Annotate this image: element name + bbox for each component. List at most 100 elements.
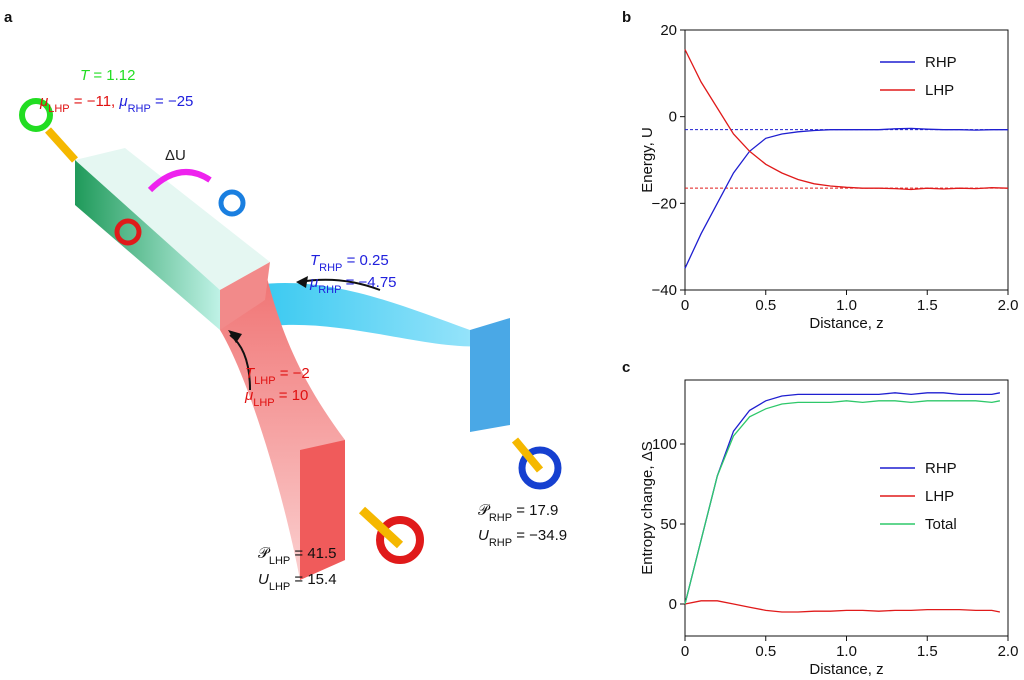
rhp-branch: [245, 283, 495, 347]
annotation-part: = 41.5: [290, 545, 336, 562]
annotation-part: 𝒫: [258, 545, 271, 562]
annotation: μLHP = −11, μRHP = −25: [39, 93, 193, 115]
legend-label: RHP: [925, 54, 957, 71]
annotation-part: U: [478, 527, 489, 544]
panel-label: a: [4, 9, 13, 26]
annotation-part: = −34.9: [512, 527, 567, 544]
annotation: 𝒫LHP = 41.5: [258, 545, 337, 567]
illustration: [19, 98, 562, 580]
series-line: [684, 49, 1009, 191]
annotation-part: LHP: [48, 103, 69, 115]
annotation-part: = 17.9: [512, 502, 558, 519]
x-axis-label: Distance, z: [809, 315, 883, 332]
x-tick-label: 0: [681, 297, 689, 314]
x-tick-label: 0.5: [755, 297, 776, 314]
annotation-part: μ: [244, 387, 253, 404]
annotation: 𝒫RHP = 17.9: [478, 502, 558, 524]
annotation-part: ΔU: [165, 147, 186, 164]
annotation-part: LHP: [269, 555, 290, 567]
annotation: μRHP = −4.75: [309, 274, 397, 296]
y-axis-label: Entropy change, ΔS: [639, 441, 656, 574]
annotation-part: RHP: [489, 537, 512, 549]
annotation-part: RHP: [489, 512, 512, 524]
annotation-part: = −25: [151, 93, 194, 110]
spin-arrow: [358, 506, 404, 549]
x-tick-label: 1.5: [917, 643, 938, 660]
annotation: URHP = −34.9: [478, 527, 567, 549]
annotation-part: RHP: [128, 103, 151, 115]
legend-label: LHP: [925, 82, 954, 99]
panel-label: c: [622, 359, 630, 376]
annotation-part: = 10: [275, 387, 309, 404]
y-tick-label: 0: [669, 109, 677, 126]
x-tick-label: 0: [681, 643, 689, 660]
annotation-part: U: [258, 571, 269, 588]
plot-frame: [684, 379, 1009, 637]
x-tick-label: 1.0: [836, 297, 857, 314]
y-tick-label: 0: [669, 596, 677, 613]
annotation-part: = 0.25: [342, 252, 388, 269]
series-line: [684, 127, 1008, 269]
series-line: [684, 400, 1001, 605]
annotation: TLHP = −2: [245, 365, 310, 387]
legend-label: RHP: [925, 460, 957, 477]
annotation-part: = −2: [276, 365, 310, 382]
annotation-part: μ: [309, 274, 318, 291]
annotation-part: LHP: [254, 375, 275, 387]
annotation: ULHP = 15.4: [258, 571, 337, 593]
annotation-part: μ: [39, 93, 48, 110]
annotation-part: T: [310, 252, 321, 269]
lhp-end: [300, 440, 345, 580]
rotation-icon: [218, 189, 246, 217]
annotation-part: LHP: [269, 581, 290, 593]
annotation-part: RHP: [319, 262, 342, 274]
trunk-top: [75, 148, 270, 290]
legend-label: Total: [925, 516, 957, 533]
rotation-icon: [19, 98, 53, 132]
series-line: [684, 600, 1001, 613]
spin-arrow: [511, 437, 544, 473]
spin-arrow: [45, 127, 78, 163]
junction: [220, 262, 270, 330]
rotation-icon: [376, 516, 424, 564]
rotation-icon: [114, 218, 142, 246]
plot-frame: [684, 29, 1009, 291]
annotation-part: 𝒫: [478, 502, 491, 519]
x-tick-label: 2.0: [998, 643, 1019, 660]
y-tick-label: 100: [652, 436, 677, 453]
annotation-part: T: [245, 365, 256, 382]
annotation-part: RHP: [318, 284, 341, 296]
arrow-head: [228, 330, 242, 343]
annotation-part: T: [80, 67, 91, 84]
annotation: μLHP = 10: [244, 387, 308, 409]
annotation-part: = 15.4: [290, 571, 336, 588]
panel-label: b: [622, 9, 631, 26]
x-axis-label: Distance, z: [809, 661, 883, 678]
trunk-side: [75, 160, 220, 330]
delta-u-arrow: [147, 169, 212, 193]
annotation-part: = −11,: [70, 93, 120, 110]
x-tick-label: 0.5: [755, 643, 776, 660]
annotation-part: LHP: [253, 397, 274, 409]
legend-label: LHP: [925, 488, 954, 505]
x-tick-label: 2.0: [998, 297, 1019, 314]
annotation-part: = −4.75: [341, 274, 396, 291]
x-tick-label: 1.0: [836, 643, 857, 660]
annotation: ΔU: [165, 147, 186, 164]
arrow: [299, 278, 381, 291]
rhp-end: [470, 318, 510, 432]
series-line: [684, 392, 1001, 605]
y-tick-label: 50: [660, 516, 677, 533]
annotation: TRHP = 0.25: [310, 252, 389, 274]
arrow-head: [296, 276, 308, 288]
y-tick-label: 20: [660, 22, 677, 39]
annotation-part: = 1.12: [89, 67, 135, 84]
annotation: T = 1.12: [80, 67, 135, 84]
y-tick-label: −20: [652, 195, 677, 212]
y-tick-label: −40: [652, 282, 677, 299]
y-axis-label: Energy, U: [639, 127, 656, 193]
x-tick-label: 1.5: [917, 297, 938, 314]
annotation-part: μ: [118, 93, 127, 110]
rotation-icon: [518, 446, 562, 490]
